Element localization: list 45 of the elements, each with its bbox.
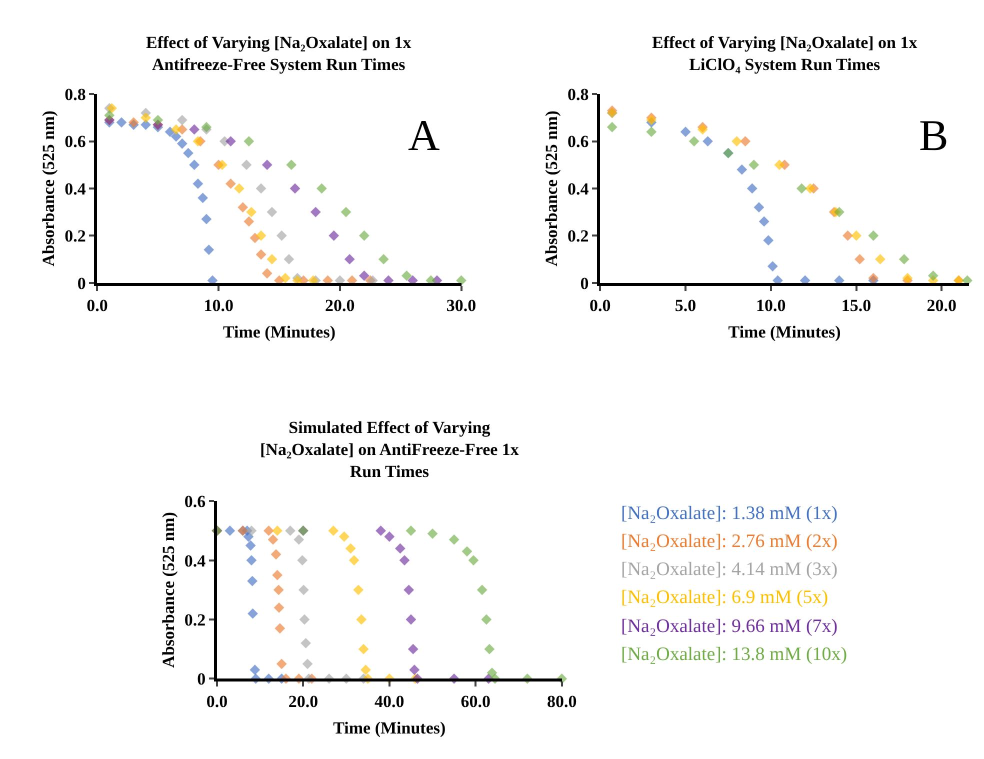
x-tick-label: 30.0 — [446, 296, 476, 316]
y-tick-label: 0 — [580, 274, 589, 293]
y-tick-label: 0.2 — [64, 226, 86, 246]
y-axis-title: Absorbance (525 nm) — [39, 110, 58, 266]
y-tick-label: 0.2 — [568, 226, 589, 246]
x-tick-label: 80.0 — [546, 692, 577, 712]
annotation: A — [408, 111, 440, 160]
text: [Na₂Oxalate]: 13.8 mM (10x) — [621, 644, 848, 665]
x-tick-label: 10.0 — [756, 296, 786, 316]
x-tick-label: 60.0 — [460, 692, 491, 712]
y-tick-label: 0 — [77, 274, 86, 293]
x-tick-label: 5.0 — [674, 296, 696, 316]
y-tick-label: 0.6 — [184, 492, 206, 512]
text: [Na₂Oxalate]: 1.38 mM (1x) — [621, 503, 838, 524]
x-tick-label: 20.0 — [926, 296, 957, 316]
x-tick-label: 40.0 — [374, 692, 404, 712]
x-axis-title: Time (Minutes) — [728, 322, 841, 342]
text: [Na₂Oxalate]: 2.76 mM (2x) — [621, 531, 838, 552]
x-tick-label: 15.0 — [841, 296, 872, 316]
chart-title: Effect of Varying [Na₂Oxalate] on 1x LiClO₄ System Run Times — [652, 33, 918, 74]
x-tick-label: 0.0 — [590, 296, 611, 316]
text: [Na₂Oxalate]: 4.14 mM (3x) — [621, 559, 838, 580]
y-axis-title: Absorbance (525 nm) — [158, 512, 178, 668]
y-tick-label: 0.6 — [568, 132, 589, 152]
x-axis-title: Time (Minutes) — [222, 322, 336, 342]
chart-title: Effect of Varying [Na₂Oxalate] on 1x Antifreeze-Free System Run Times — [146, 33, 412, 74]
x-tick-label: 0.0 — [206, 692, 228, 712]
y-tick-label: 0 — [197, 670, 206, 689]
y-tick-label: 0.8 — [568, 85, 589, 104]
x-tick-label: 20.0 — [288, 692, 318, 712]
y-tick-label: 0.8 — [64, 85, 86, 104]
x-tick-label: 20.0 — [325, 296, 355, 316]
y-tick-label: 0.4 — [64, 179, 86, 198]
text: [Na₂Oxalate]: 9.66 mM (7x) — [621, 616, 838, 637]
annotation: B — [919, 111, 948, 160]
y-tick-label: 0.4 — [568, 179, 590, 198]
x-axis-title: Time (Minutes) — [333, 718, 446, 738]
x-tick-label: 10.0 — [204, 296, 234, 316]
y-tick-label: 0.6 — [64, 132, 86, 152]
y-tick-label: 0.2 — [184, 610, 206, 630]
y-tick-label: 0.4 — [184, 551, 206, 570]
chart-title: Simulated Effect of Varying [Na₂Oxalate] on AntiFreeze-Free 1x Run Times — [260, 418, 520, 482]
y-axis-title: Absorbance (525 nm) — [542, 110, 562, 266]
x-tick-label: 0.0 — [86, 296, 108, 316]
text: [Na₂Oxalate]: 6.9 mM (5x) — [621, 587, 828, 608]
